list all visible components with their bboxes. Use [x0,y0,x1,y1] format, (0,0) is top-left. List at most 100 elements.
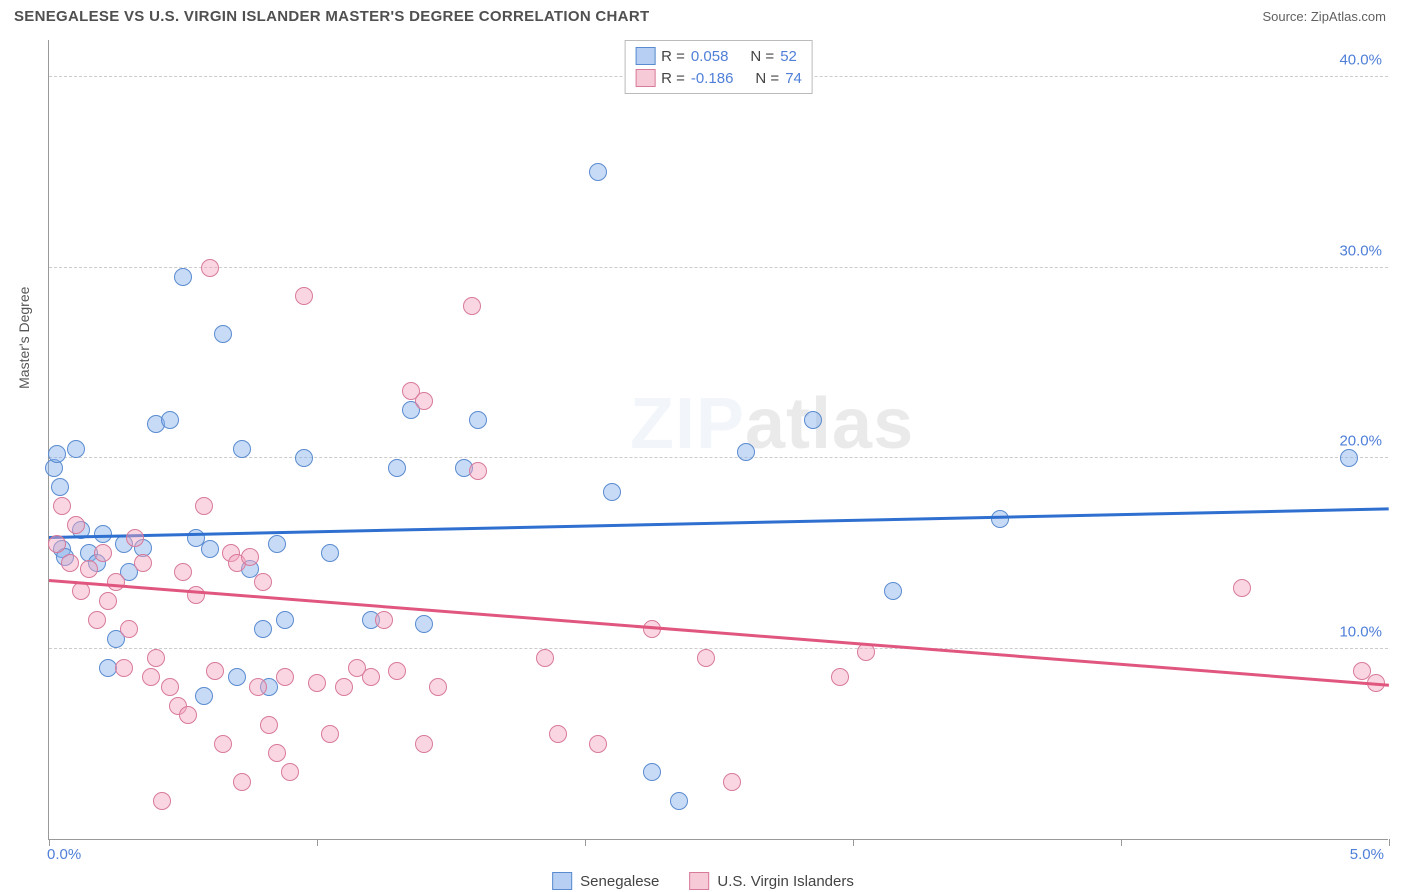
correlation-legend: R = 0.058 N = 52 R = -0.186 N = 74 [624,40,813,94]
scatter-point [469,462,487,480]
swatch-pink-icon [635,69,655,87]
scatter-point [241,548,259,566]
gridline [49,267,1388,268]
scatter-point [249,678,267,696]
r-label: R = [661,48,685,65]
x-tick [317,839,318,846]
y-tick-label: 20.0% [1339,433,1382,450]
scatter-point [643,763,661,781]
source-link[interactable]: ZipAtlas.com [1311,9,1386,24]
scatter-point [697,649,715,667]
x-tick [585,839,586,846]
scatter-point [276,668,294,686]
scatter-point [388,662,406,680]
scatter-point [375,611,393,629]
y-axis-title: Master's Degree [16,287,32,389]
scatter-point [67,516,85,534]
scatter-point [1340,449,1358,467]
y-tick-label: 30.0% [1339,242,1382,259]
scatter-point [233,440,251,458]
scatter-point [174,268,192,286]
scatter-point [388,459,406,477]
n-label: N = [750,48,774,65]
legend-row-senegalese: R = 0.058 N = 52 [635,45,802,67]
scatter-point [120,620,138,638]
scatter-point [48,535,66,553]
scatter-point [161,411,179,429]
scatter-point [126,529,144,547]
r-value-usvi: -0.186 [691,70,734,87]
scatter-point [147,649,165,667]
scatter-point [463,297,481,315]
scatter-point [206,662,224,680]
watermark-atlas: atlas [745,384,914,464]
scatter-point [1233,579,1251,597]
scatter-point [723,773,741,791]
legend-label-usvi: U.S. Virgin Islanders [717,873,853,890]
x-tick-label: 5.0% [1350,846,1384,863]
scatter-point [362,668,380,686]
scatter-point [201,540,219,558]
scatter-point [187,586,205,604]
legend-item-usvi: U.S. Virgin Islanders [689,872,853,890]
legend-label-senegalese: Senegalese [580,873,659,890]
scatter-point [214,325,232,343]
scatter-point [276,611,294,629]
n-value-senegalese: 52 [780,48,797,65]
n-value-usvi: 74 [785,70,802,87]
scatter-point [80,560,98,578]
scatter-point [228,668,246,686]
swatch-pink-icon [689,872,709,890]
watermark-zip: ZIP [630,384,745,464]
y-tick-label: 40.0% [1339,52,1382,69]
gridline [49,457,1388,458]
scatter-chart: ZIPatlas R = 0.058 N = 52 R = -0.186 N =… [48,40,1388,840]
scatter-point [99,592,117,610]
scatter-point [884,582,902,600]
scatter-point [179,706,197,724]
x-tick-label: 0.0% [47,846,81,863]
scatter-point [737,443,755,461]
scatter-point [72,582,90,600]
r-label: R = [661,70,685,87]
scatter-point [214,735,232,753]
scatter-point [415,392,433,410]
x-tick [853,839,854,846]
trend-line [49,579,1389,686]
chart-title: SENEGALESE VS U.S. VIRGIN ISLANDER MASTE… [14,8,649,25]
y-tick-label: 10.0% [1339,623,1382,640]
scatter-point [260,716,278,734]
swatch-blue-icon [635,47,655,65]
scatter-point [254,620,272,638]
series-legend: Senegalese U.S. Virgin Islanders [552,872,854,890]
legend-row-usvi: R = -0.186 N = 74 [635,67,802,89]
scatter-point [831,668,849,686]
scatter-point [201,259,219,277]
scatter-point [857,643,875,661]
scatter-point [469,411,487,429]
scatter-point [142,668,160,686]
scatter-point [321,725,339,743]
scatter-point [321,544,339,562]
scatter-point [415,735,433,753]
scatter-point [61,554,79,572]
scatter-point [53,497,71,515]
x-tick [1121,839,1122,846]
scatter-point [295,449,313,467]
scatter-point [51,478,69,496]
scatter-point [107,573,125,591]
scatter-point [643,620,661,638]
gridline [49,648,1388,649]
x-tick [1389,839,1390,846]
scatter-point [335,678,353,696]
scatter-point [536,649,554,667]
scatter-point [94,544,112,562]
scatter-point [48,445,66,463]
n-label: N = [755,70,779,87]
scatter-point [603,483,621,501]
scatter-point [670,792,688,810]
swatch-blue-icon [552,872,572,890]
trend-line [49,507,1389,538]
scatter-point [295,287,313,305]
scatter-point [589,735,607,753]
